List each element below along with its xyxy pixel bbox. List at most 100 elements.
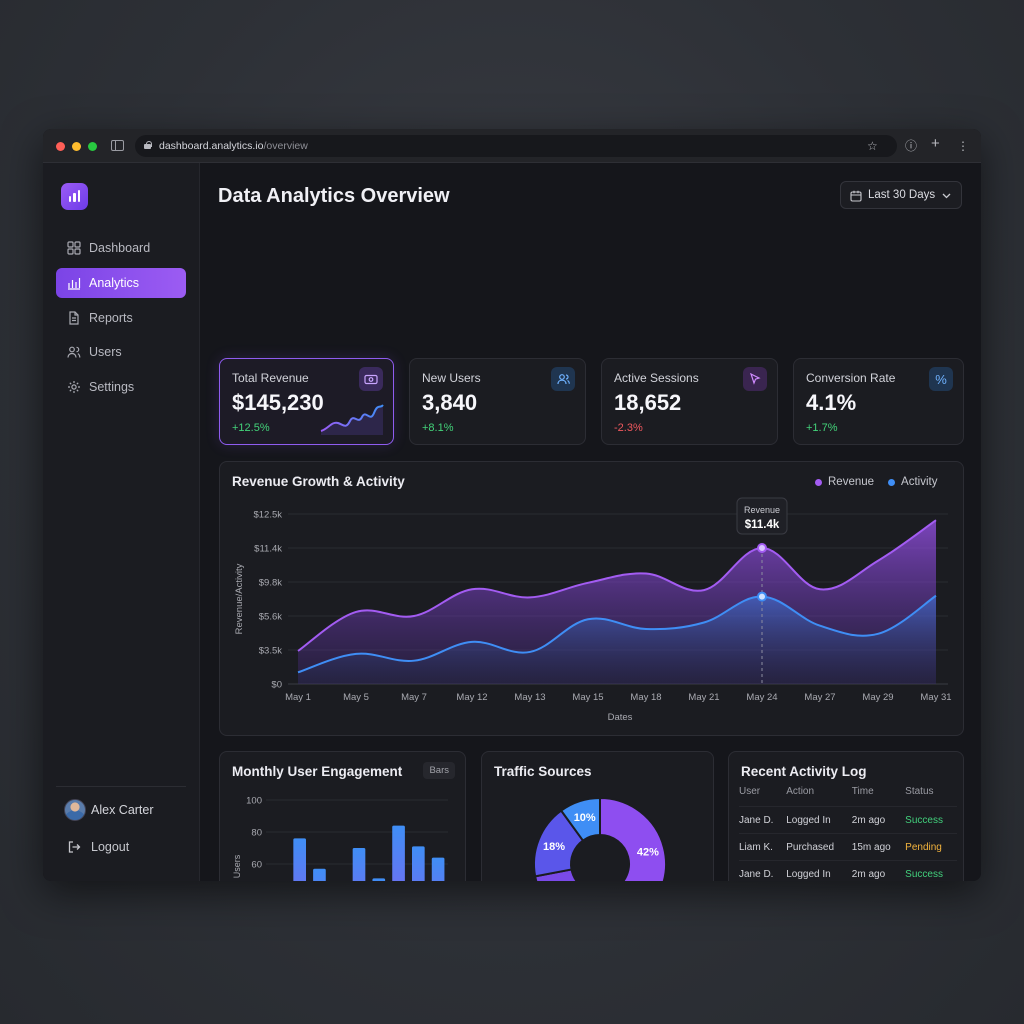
activity-point[interactable] <box>757 591 767 602</box>
app-logo-icon[interactable] <box>61 183 88 210</box>
address-bar[interactable]: dashboard.analytics.io/overview ☆ <box>135 135 897 157</box>
kpi-card-active-sessions[interactable]: Active Sessions 18,652 -2.3% <box>601 358 778 445</box>
x-tick-label: May 31 <box>920 692 951 703</box>
kpi-change: +8.1% <box>422 422 454 434</box>
table-cell: Logged In <box>786 806 852 834</box>
y-tick-label: $9.8k <box>259 578 282 589</box>
main-content: Data Analytics Overview Last 30 Days Tot… <box>201 163 981 881</box>
maximize-window-button[interactable] <box>88 142 97 151</box>
x-tick-label: May 7 <box>401 692 427 703</box>
sidebar-item-label: Reports <box>89 310 133 325</box>
bar-jul[interactable] <box>392 825 405 881</box>
slice-organic-search[interactable] <box>533 868 632 881</box>
logout-label: Logout <box>91 840 130 854</box>
sidebar-item-reports[interactable]: Reports <box>56 303 186 333</box>
kpi-card-new-users[interactable]: New Users 3,840 +8.1% <box>409 358 586 445</box>
slice-direct[interactable] <box>599 796 667 881</box>
slice-label: 10% <box>574 812 596 824</box>
x-tick-label: May 13 <box>514 692 545 703</box>
user-name[interactable]: Alex Carter <box>91 803 154 817</box>
table-row[interactable]: Jane D. Logged In 2m ago Success <box>739 806 957 834</box>
y-tick-label: $3.5k <box>259 646 282 657</box>
sidebar-item-analytics[interactable]: Analytics <box>56 267 186 298</box>
revenue-point[interactable] <box>757 543 767 553</box>
y-axis-label: Active Users <box>232 854 242 881</box>
bar-mar[interactable] <box>313 868 326 881</box>
y-tick-label: $11.4k <box>254 544 282 555</box>
kpi-card-total-revenue[interactable]: Total Revenue $145,230 +12.5% <box>219 358 394 445</box>
x-tick-label: May 21 <box>688 692 719 703</box>
kpi-change: -2.3% <box>614 422 643 434</box>
table-cell: 2m ago <box>851 860 906 881</box>
y-tick-label: $5.6k <box>259 612 282 623</box>
sidebar: Dashboard Analytics Reports Users Settings A… <box>43 163 200 881</box>
bar-jun[interactable] <box>372 878 386 881</box>
sidebar-item-dashboard[interactable]: Dashboard <box>56 233 186 263</box>
bookmark-star-icon[interactable]: ☆ <box>867 139 878 153</box>
activity-log-title: Recent Activity Log <box>741 764 867 779</box>
column-header: Status <box>905 786 934 797</box>
chart-type-badge[interactable]: Bars <box>423 762 455 779</box>
table-row[interactable]: Liam K. Purchased 15m ago Pending <box>739 833 957 861</box>
cursor-click-icon <box>743 367 767 391</box>
kpi-card-conversion-rate[interactable]: Conversion Rate 4.1% +1.7% % <box>793 358 964 445</box>
y-tick-label: 100 <box>246 796 262 807</box>
revenue-chart-card: Revenue Growth & Activity Revenue Activi… <box>219 461 964 736</box>
status-badge: Success <box>905 860 957 881</box>
page-title: Data Analytics Overview <box>218 185 450 207</box>
x-tick-label: May 18 <box>630 692 661 703</box>
x-tick-label: May 15 <box>572 692 603 703</box>
kpi-value: 18,652 <box>614 390 682 415</box>
sidebar-item-users[interactable]: Users <box>56 337 186 367</box>
kpi-value: $145,230 <box>232 390 324 415</box>
activity-line <box>297 594 937 674</box>
table-row[interactable]: Jane D. Logged In 2m ago Success <box>739 860 957 881</box>
table-cell: Liam K. <box>739 833 787 861</box>
bar-sep[interactable] <box>431 857 445 881</box>
users-icon <box>67 346 81 358</box>
slice-referral[interactable] <box>559 796 601 842</box>
traffic-donut-chart[interactable]: 42%30%18%10%Direct: 42% Organic Search: 3… <box>482 752 715 881</box>
x-tick-label: May 5 <box>343 692 369 703</box>
bar-feb[interactable] <box>293 838 306 881</box>
revenue-area-chart[interactable]: $0 $3.5k $5.6k $9.8k $11.4k $12.5k May 1 May 5 M… <box>220 462 965 737</box>
x-tick-label: May 29 <box>862 692 893 703</box>
grid-icon <box>67 241 81 255</box>
table-cell: Jane D. <box>739 806 787 834</box>
sidebar-item-settings[interactable]: Settings <box>56 372 186 402</box>
logout-icon <box>68 841 81 853</box>
kpi-label: Conversion Rate <box>806 371 896 385</box>
info-icon[interactable]: ⓘ <box>905 139 918 153</box>
browser-window: dashboard.analytics.io/overview ☆ ⓘ + ⋮ … <box>43 129 981 881</box>
percent-icon: % <box>929 367 953 391</box>
logout-button[interactable]: Logout <box>67 839 129 855</box>
close-window-button[interactable] <box>56 142 65 151</box>
legend-activity: Activity <box>901 476 938 488</box>
new-tab-icon[interactable]: + <box>931 135 940 152</box>
chevron-down-icon <box>942 193 951 199</box>
column-header: User <box>739 786 761 797</box>
chart-title: Revenue Growth & Activity <box>232 474 405 489</box>
date-range-label: Last 30 Days <box>868 189 936 201</box>
browser-toolbar: dashboard.analytics.io/overview ☆ ⓘ + ⋮ <box>43 129 981 163</box>
x-tick-label: May 12 <box>456 692 487 703</box>
revenue-line <box>297 519 937 652</box>
engagement-chart-card: Monthly User Engagement Bars 0 20 40 60 80 10… <box>219 751 466 881</box>
sidebar-item-label: Settings <box>89 380 135 395</box>
tooltip-value: $11.4k <box>745 519 780 531</box>
slice-label: 42% <box>637 847 659 859</box>
bar-chart-icon <box>68 277 81 290</box>
table-cell: 15m ago <box>851 833 906 861</box>
bar-may[interactable] <box>352 848 366 881</box>
table-cell: Purchased <box>786 833 852 861</box>
chart-title: Traffic Sources <box>494 764 592 779</box>
bar-aug[interactable] <box>412 846 425 881</box>
chart-tooltip: Revenue $11.4k <box>736 497 788 535</box>
date-range-dropdown[interactable]: Last 30 Days <box>840 181 962 209</box>
avatar[interactable] <box>64 799 86 821</box>
more-menu-icon[interactable]: ⋮ <box>957 139 969 153</box>
minimize-window-button[interactable] <box>72 142 81 151</box>
y-axis-label: Revenue/Activity <box>234 563 245 634</box>
sidebar-toggle-icon[interactable] <box>111 140 124 151</box>
